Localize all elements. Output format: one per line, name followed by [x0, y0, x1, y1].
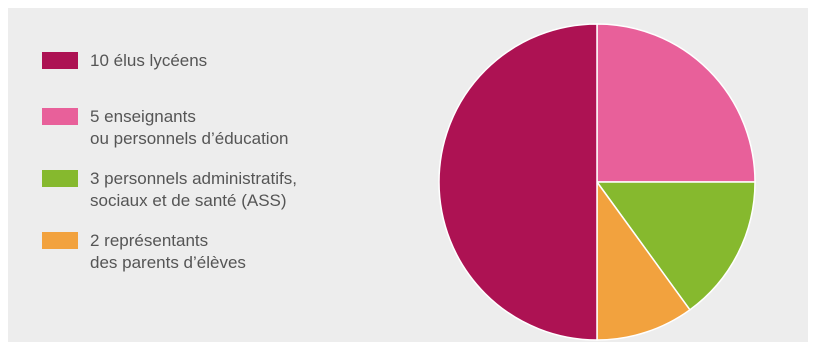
legend-label-line: 5 enseignants — [90, 107, 196, 126]
legend-label-enseignants: 5 enseignants ou personnels d’éducation — [90, 106, 288, 150]
pie-slice-enseignants — [596, 23, 756, 183]
legend-label-line: sociaux et de santé (ASS) — [90, 191, 287, 210]
legend-label-ass: 3 personnels administratifs, sociaux et … — [90, 168, 297, 212]
legend-label-line: 3 personnels administratifs, — [90, 169, 297, 188]
legend-label-line: 10 élus lycéens — [90, 51, 208, 70]
pie-slice-ass — [595, 181, 756, 311]
legend-item-ass: 3 personnels administratifs, sociaux et … — [42, 168, 297, 230]
legend: 10 élus lycéens 5 enseignants ou personn… — [42, 50, 297, 292]
legend-label-line: ou personnels d’éducation — [90, 129, 289, 148]
pie-slice-parents — [596, 179, 691, 341]
pie-slice-eleves — [438, 23, 598, 341]
legend-item-eleves: 10 élus lycéens — [42, 50, 297, 106]
legend-label-line: 2 représentants — [90, 231, 209, 250]
legend-label-eleves: 10 élus lycéens — [90, 50, 207, 72]
legend-item-enseignants: 5 enseignants ou personnels d’éducation — [42, 106, 297, 168]
legend-label-parents: 2 représentants des parents d’élèves — [90, 230, 246, 274]
legend-swatch-parents — [42, 232, 78, 249]
legend-label-line: des parents d’élèves — [90, 253, 246, 272]
legend-swatch-ass — [42, 170, 78, 187]
legend-swatch-enseignants — [42, 108, 78, 125]
legend-swatch-eleves — [42, 52, 78, 69]
legend-item-parents: 2 représentants des parents d’élèves — [42, 230, 297, 292]
